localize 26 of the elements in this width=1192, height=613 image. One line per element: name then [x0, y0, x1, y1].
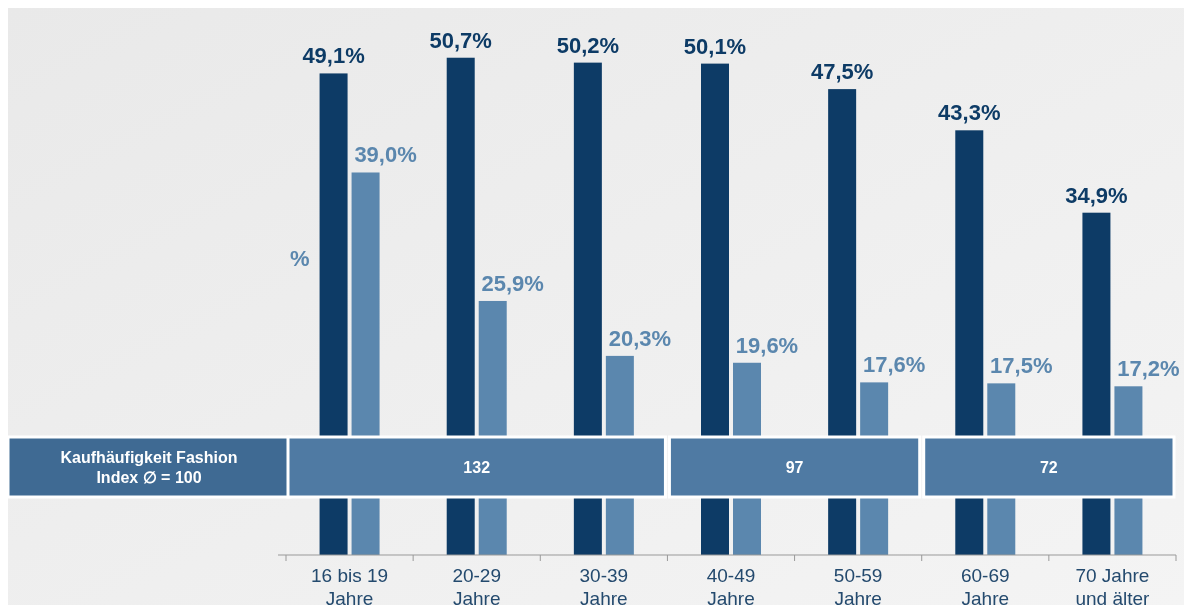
data-label: 25,9%	[481, 270, 544, 296]
data-label: 47,5%	[810, 59, 874, 85]
data-label: 50,2%	[556, 32, 620, 58]
data-label: 34,9%	[1065, 182, 1128, 208]
data-label: 20,3%	[608, 325, 672, 351]
y-axis-title: %	[290, 246, 310, 271]
x-tick-label: 50-59 Jahre	[833, 565, 883, 609]
x-tick-label: 16 bis 19 Jahre	[311, 565, 389, 609]
x-tick-label: 30-39 Jahre	[579, 565, 629, 609]
annotation: 72	[1039, 459, 1058, 476]
annotation: 132	[463, 459, 491, 476]
data-label: 17,2%	[1117, 356, 1180, 382]
data-label: 50,7%	[429, 27, 492, 53]
data-label: 43,3%	[938, 100, 1001, 126]
data-label: 19,6%	[735, 332, 799, 358]
data-label: 17,6%	[862, 352, 926, 378]
annotation: 97	[785, 459, 804, 476]
x-tick-label: 60-69 Jahre	[960, 565, 1010, 609]
data-label: 50,1%	[683, 33, 747, 59]
x-tick-label: 40-49 Jahre	[706, 565, 756, 609]
data-label: 49,1%	[302, 43, 365, 69]
x-tick-label: 20-29 Jahre	[452, 565, 502, 609]
text: Kaufhäufigkeit Fashion Index ∅ = 100	[60, 449, 238, 486]
x-tick-label: 70 Jahre und älter	[1075, 565, 1151, 609]
data-label: 17,5%	[990, 353, 1053, 379]
data-label: 39,0%	[354, 142, 417, 168]
